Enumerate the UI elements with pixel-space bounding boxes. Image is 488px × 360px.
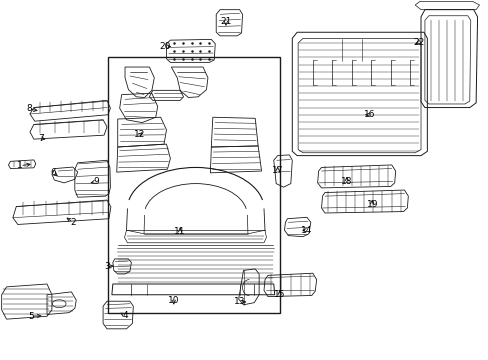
Text: 18: 18: [341, 177, 352, 186]
Text: 2: 2: [70, 218, 76, 227]
Text: 22: 22: [412, 38, 424, 47]
Text: 9: 9: [93, 177, 99, 186]
Text: 19: 19: [366, 200, 377, 209]
Text: 6: 6: [50, 168, 56, 177]
Text: 12: 12: [134, 130, 145, 139]
Text: 11: 11: [174, 227, 185, 236]
Text: 3: 3: [104, 262, 110, 271]
Text: 1: 1: [17, 161, 23, 170]
Text: 5: 5: [28, 312, 34, 321]
Text: 15: 15: [273, 289, 285, 298]
Text: 10: 10: [168, 296, 179, 305]
Bar: [108, 57, 279, 313]
Text: 4: 4: [122, 311, 127, 320]
Text: 17: 17: [271, 166, 283, 175]
Text: 20: 20: [160, 42, 171, 51]
Text: 7: 7: [38, 134, 43, 143]
Text: 14: 14: [301, 226, 312, 235]
Text: 21: 21: [220, 17, 231, 26]
Text: 16: 16: [363, 110, 374, 119]
Text: 13: 13: [233, 297, 245, 306]
Text: 8: 8: [26, 104, 32, 113]
